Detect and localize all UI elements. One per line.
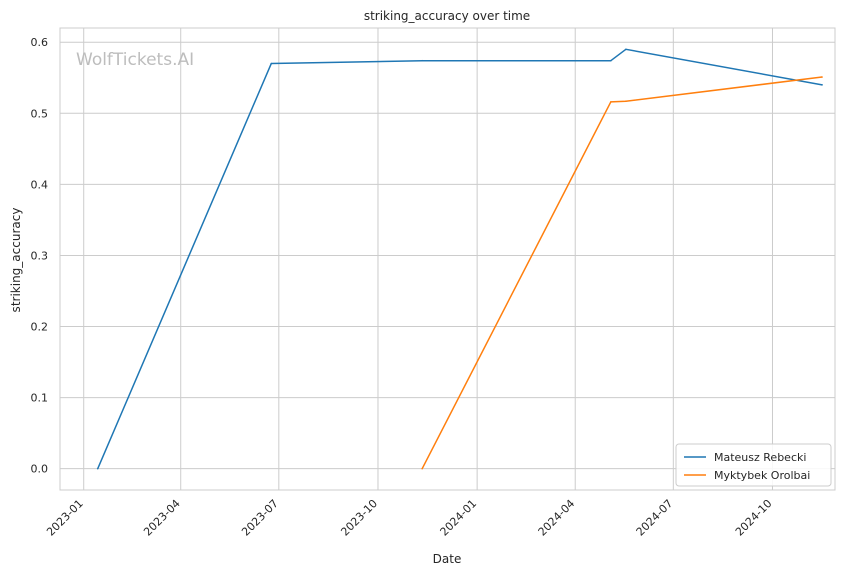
data-point-0-1 bbox=[270, 62, 273, 65]
data-point-0-2 bbox=[421, 59, 423, 62]
data-point-0-0 bbox=[96, 467, 99, 470]
grid bbox=[60, 28, 835, 490]
chart-title: striking_accuracy over time bbox=[364, 9, 530, 23]
y-axis-label: striking_accuracy bbox=[9, 208, 23, 313]
y-tick-label: 0.3 bbox=[31, 249, 49, 262]
legend-label: Myktybek Orolbai bbox=[714, 469, 810, 482]
y-tick-labels: 0.0 0.1 0.2 0.3 0.4 0.5 0.6 bbox=[31, 36, 49, 475]
data-point-1-3 bbox=[821, 76, 823, 78]
x-tick-label: 2024-07 bbox=[634, 497, 676, 539]
x-tick-label: 2023-10 bbox=[338, 497, 380, 539]
data-point-1-2 bbox=[625, 100, 627, 103]
x-tick-label: 2023-04 bbox=[141, 497, 183, 539]
data-point-0-5 bbox=[821, 84, 823, 86]
x-tick-label: 2024-10 bbox=[733, 497, 775, 539]
data-point-0-4 bbox=[625, 48, 627, 51]
data-point-0-3 bbox=[609, 59, 612, 62]
x-tick-label: 2023-07 bbox=[239, 497, 281, 539]
legend: Mateusz Rebecki Myktybek Orolbai bbox=[675, 443, 832, 487]
y-tick-label: 0.5 bbox=[31, 107, 49, 120]
y-tick-label: 0.0 bbox=[31, 463, 49, 476]
series-lines bbox=[96, 48, 823, 470]
x-tick-label: 2024-04 bbox=[536, 497, 578, 539]
y-tick-label: 0.4 bbox=[31, 178, 49, 191]
x-axis-label: Date bbox=[433, 552, 462, 566]
plot-area bbox=[59, 27, 836, 491]
data-point-1-0 bbox=[421, 467, 423, 470]
y-tick-label: 0.1 bbox=[31, 392, 49, 405]
data-point-1-1 bbox=[609, 101, 612, 103]
series-line-1 bbox=[421, 76, 823, 470]
legend-box bbox=[675, 443, 832, 487]
x-tick-label: 2024-01 bbox=[438, 497, 480, 539]
y-tick-label: 0.6 bbox=[31, 36, 49, 49]
x-tick-labels: 2023-01 2023-04 2023-07 2023-10 2024-01 2024-… bbox=[44, 497, 774, 539]
x-tick-label: 2023-01 bbox=[44, 497, 86, 539]
series-line-0 bbox=[97, 48, 823, 469]
y-tick-label: 0.2 bbox=[31, 321, 49, 334]
legend-label: Mateusz Rebecki bbox=[714, 451, 806, 464]
watermark: WolfTickets.AI bbox=[76, 50, 194, 70]
